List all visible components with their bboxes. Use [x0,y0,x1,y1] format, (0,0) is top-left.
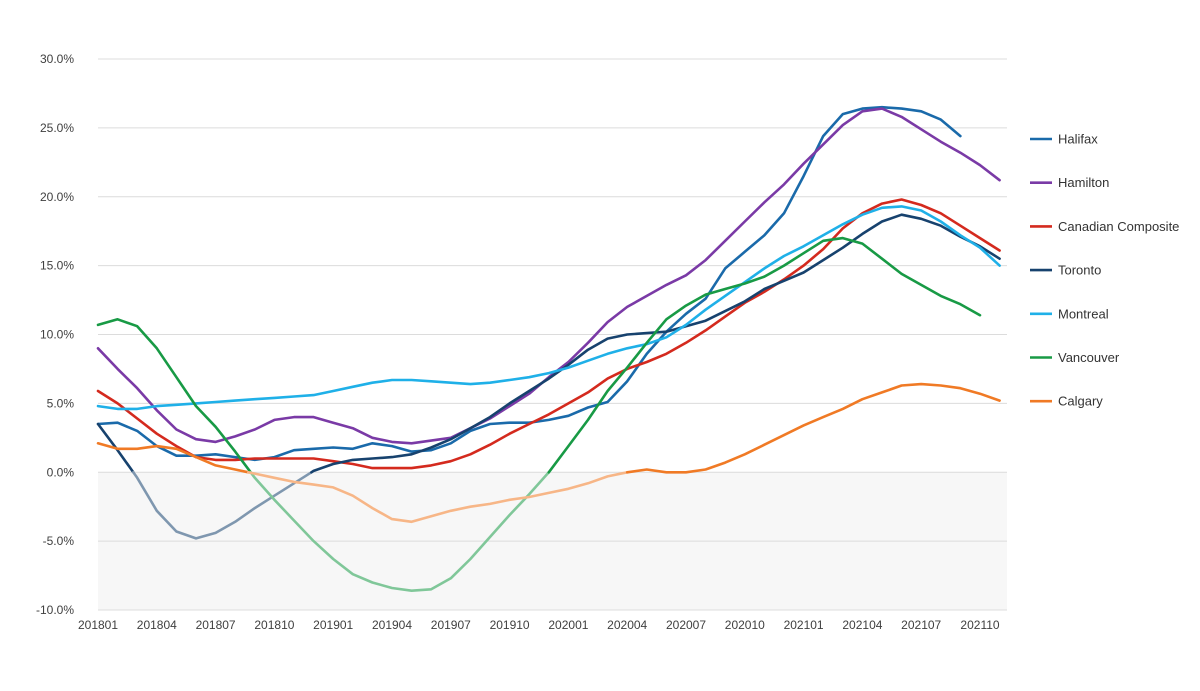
legend-label: Toronto [1058,263,1101,278]
series-segment [96,318,252,474]
y-tick-label: 15.0% [40,259,74,273]
series-segment [96,107,1001,445]
y-axis-tick-labels: 30.0% 25.0% 20.0% 15.0% 10.0% 5.0% 0.0% -5.0% -1… [36,52,74,617]
y-tick-label: 30.0% [40,52,74,66]
x-tick-label: 201901 [313,618,353,632]
series-segment [547,236,982,474]
series-lines [96,105,1001,592]
series-segment [96,105,962,462]
x-tick-label: 202101 [784,618,824,632]
y-tick-label: 25.0% [40,121,74,135]
legend-item-toronto: Toronto [1030,263,1101,278]
x-tick-label: 201807 [196,618,236,632]
y-tick-label: 20.0% [40,190,74,204]
legend-item-vancouver: Vancouver [1030,350,1120,365]
series-segment-negative [249,471,551,592]
y-tick-label: -5.0% [43,534,75,548]
series-line-toronto [96,213,1001,540]
series-line-montreal [96,205,1001,411]
y-tick-label: 5.0% [47,396,75,410]
x-tick-label: 202001 [548,618,588,632]
series-segment [96,442,250,474]
x-tick-label: 202110 [960,618,999,632]
gridlines [98,58,1007,611]
legend-label: Calgary [1058,394,1103,409]
x-tick-label: 201904 [372,618,412,632]
legend: Halifax Hamilton Canadian Composite Toronto… [1030,132,1179,409]
y-tick-label: 0.0% [47,465,75,479]
x-tick-label: 202107 [901,618,941,632]
x-tick-label: 201801 [78,618,118,632]
y-tick-label: 10.0% [40,328,74,342]
series-line-hamilton [96,107,1001,445]
legend-item-halifax: Halifax [1030,132,1098,147]
x-tick-label: 202004 [607,618,647,632]
x-tick-label: 201910 [490,618,530,632]
series-segment [625,382,1001,474]
y-tick-label: -10.0% [36,603,74,617]
x-tick-label: 201907 [431,618,471,632]
legend-item-hamilton: Hamilton [1030,175,1109,190]
series-segment-negative [247,471,629,524]
x-tick-label: 201810 [254,618,294,632]
series-line-canadian-composite [96,198,1001,470]
series-segment [310,213,1001,474]
x-axis-tick-labels: 201801 201804 201807 201810 201901 201904 2019… [78,618,1000,632]
x-tick-label: 202007 [666,618,706,632]
legend-item-montreal: Montreal [1030,306,1109,321]
x-tick-label: 201804 [137,618,177,632]
x-tick-label: 202010 [725,618,765,632]
series-segment-negative [132,471,313,540]
legend-label: Montreal [1058,306,1109,321]
series-line-halifax [96,105,962,462]
legend-label: Halifax [1058,132,1098,147]
series-line-calgary [96,382,1001,524]
x-tick-label: 202104 [842,618,882,632]
legend-item-canadian-composite: Canadian Composite [1030,219,1179,234]
legend-label: Hamilton [1058,175,1109,190]
series-line-vancouver [96,236,982,592]
series-segment [96,198,1001,470]
legend-label: Vancouver [1058,350,1120,365]
legend-item-calgary: Calgary [1030,394,1103,409]
series-segment [96,422,135,474]
legend-label: Canadian Composite [1058,219,1179,234]
series-segment [96,205,1001,411]
